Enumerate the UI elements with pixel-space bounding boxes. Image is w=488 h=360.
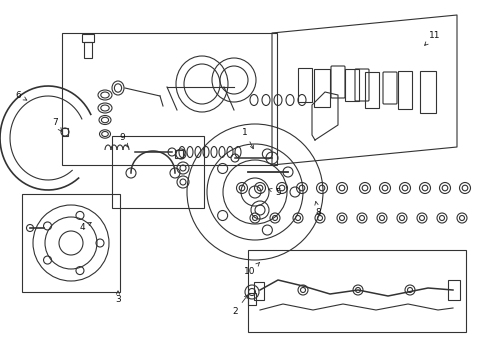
Text: 7: 7 xyxy=(52,117,61,132)
Bar xyxy=(253,282,264,300)
Bar xyxy=(247,293,256,305)
Text: 4: 4 xyxy=(79,222,91,233)
Bar xyxy=(62,33,276,165)
Bar xyxy=(345,69,358,101)
Bar xyxy=(364,72,378,108)
Bar xyxy=(82,34,94,42)
Text: 6: 6 xyxy=(15,90,27,100)
Bar xyxy=(84,42,92,58)
Bar xyxy=(62,128,68,136)
Text: 3: 3 xyxy=(115,291,121,305)
Text: 9: 9 xyxy=(119,134,128,148)
Bar xyxy=(175,150,183,158)
Text: 8: 8 xyxy=(314,202,320,216)
Text: 10: 10 xyxy=(244,262,259,276)
Text: 5: 5 xyxy=(268,188,280,197)
Bar xyxy=(297,68,311,102)
Text: 1: 1 xyxy=(242,127,253,149)
Bar xyxy=(22,194,120,292)
Bar xyxy=(447,280,459,300)
Bar xyxy=(397,71,411,109)
Bar xyxy=(313,69,329,107)
Bar xyxy=(247,250,465,332)
Text: 11: 11 xyxy=(424,31,440,45)
Bar xyxy=(112,136,203,208)
Text: 2: 2 xyxy=(232,295,247,316)
Bar xyxy=(420,71,435,113)
